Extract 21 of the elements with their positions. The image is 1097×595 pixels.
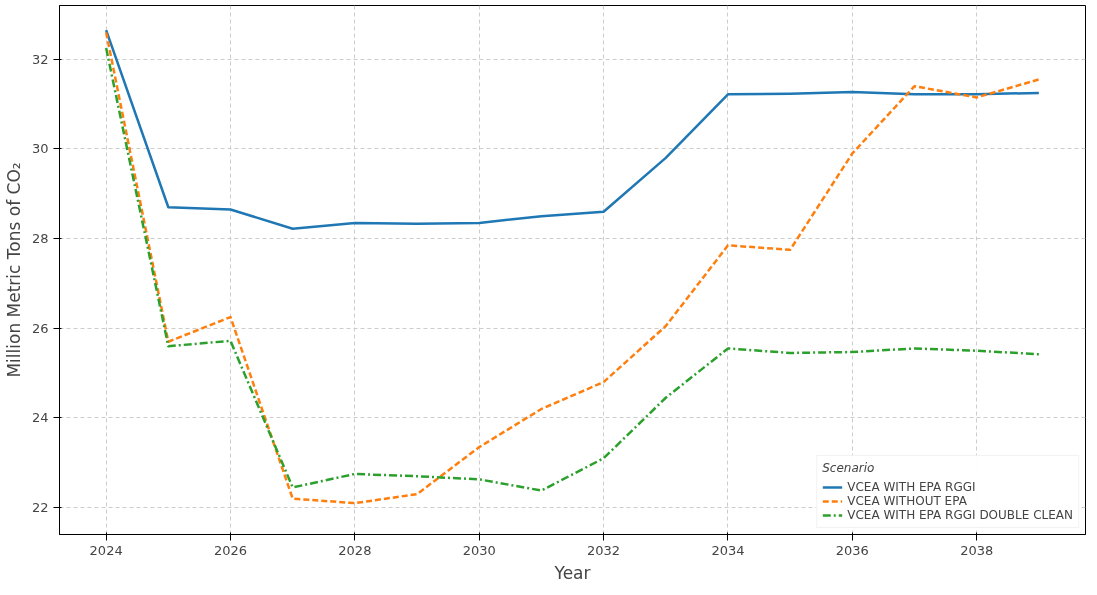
legend-label: VCEA WITH EPA RGGI [847,480,976,494]
y-tick-label: 24 [31,410,49,426]
x-tick-label: 2038 [960,542,994,558]
x-tick-label: 2030 [462,542,496,558]
x-tick-label: 2036 [835,542,869,558]
x-tick-label: 2024 [89,542,123,558]
y-tick-label: 30 [31,141,49,157]
x-tick-label: 2034 [711,542,745,558]
legend-label: VCEA WITHOUT EPA [847,494,967,508]
x-tick-label: 2032 [587,542,621,558]
legend-label: VCEA WITH EPA RGGI DOUBLE CLEAN [847,508,1073,522]
y-tick-label: 22 [31,500,49,516]
y-axis-title: Million Metric Tons of CO₂ [3,162,24,378]
legend-title: Scenario [822,461,876,475]
y-tick-label: 26 [31,320,49,336]
x-tick-label: 2028 [338,542,372,558]
x-axis-title: Year [553,562,591,583]
line-series [104,28,1041,231]
x-tick-label: 2026 [213,542,248,558]
y-tick-label: 32 [31,51,49,67]
y-tick-label: 28 [31,231,49,247]
